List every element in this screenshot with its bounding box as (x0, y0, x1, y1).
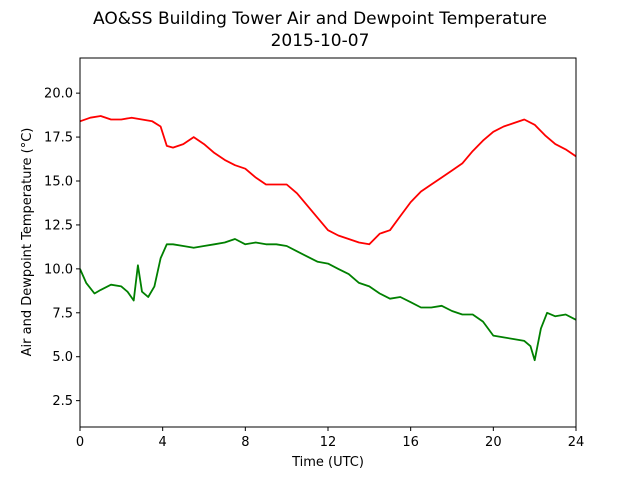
x-tick-label: 8 (241, 435, 249, 450)
chart-title: AO&SS Building Tower Air and Dewpoint Te… (93, 9, 547, 29)
y-axis-ticks: 2.5 5.0 7.5 10.0 12.5 15.0 17.5 20.0 (44, 87, 80, 409)
x-axis-ticks: 0 4 8 12 16 20 24 (76, 427, 584, 450)
y-tick-label: 15.0 (44, 175, 73, 190)
y-tick-label: 5.0 (52, 350, 73, 365)
chart-subtitle: 2015-10-07 (271, 31, 370, 51)
y-tick-label: 20.0 (44, 87, 73, 102)
x-tick-label: 0 (76, 435, 84, 450)
y-tick-label: 2.5 (52, 394, 73, 409)
plot-frame (79, 57, 577, 428)
y-axis-label: Air and Dewpoint Temperature (°C) (20, 128, 35, 357)
x-tick-label: 12 (320, 435, 337, 450)
y-tick-label: 10.0 (44, 262, 73, 277)
y-tick-label: 7.5 (52, 306, 73, 321)
x-tick-label: 20 (485, 435, 502, 450)
x-tick-label: 16 (402, 435, 419, 450)
y-tick-label: 12.5 (44, 218, 73, 233)
x-tick-label: 24 (568, 435, 585, 450)
x-axis-label: Time (UTC) (291, 455, 364, 470)
series-line-1 (79, 238, 577, 362)
y-tick-label: 17.5 (44, 131, 73, 146)
x-tick-label: 4 (159, 435, 167, 450)
plot-lines (79, 115, 577, 362)
series-line-0 (79, 115, 577, 246)
